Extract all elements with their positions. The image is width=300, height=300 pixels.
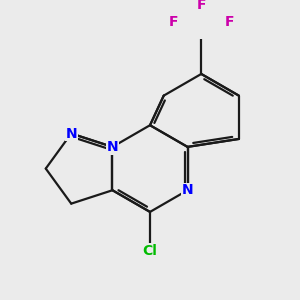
Text: N: N [106, 140, 118, 154]
Text: F: F [168, 15, 178, 29]
Text: F: F [196, 0, 206, 12]
Text: Cl: Cl [142, 244, 158, 258]
Text: N: N [182, 183, 194, 197]
Text: N: N [65, 127, 77, 140]
Text: F: F [225, 15, 234, 29]
